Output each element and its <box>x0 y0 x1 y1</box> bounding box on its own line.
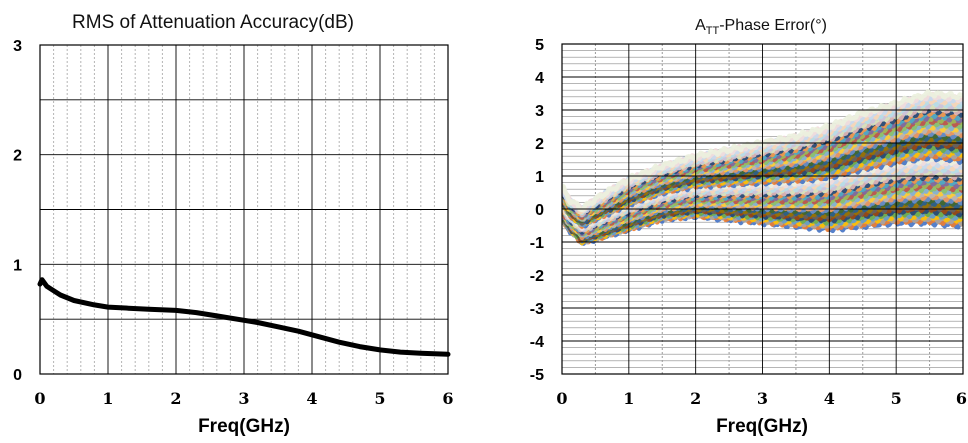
chart1-x-axis-label: Freq(GHz) <box>198 416 290 437</box>
chart2-title: ATT-Phase Error(°) <box>695 17 827 37</box>
chart2-y-tick-label: -3 <box>530 301 544 318</box>
chart2-y-tick-label: 1 <box>535 169 544 186</box>
chart1-y-tick-label: 2 <box>13 148 22 165</box>
chart2-x-tick-label: 0 <box>556 389 567 408</box>
chart1-rms-line <box>37 277 451 357</box>
chart2-title-sub: TT <box>706 25 720 37</box>
chart1-y-tick-label: 0 <box>13 367 22 384</box>
chart2-y-tick-label: -2 <box>530 268 544 285</box>
chart1-x-tick-label: 4 <box>306 389 317 408</box>
chart2-title-main: A <box>695 17 706 34</box>
chart1-y-tick-label: 1 <box>13 257 22 274</box>
chart1-x-tick-label: 5 <box>374 389 385 408</box>
chart2-y-tick-label: 4 <box>535 70 544 87</box>
chart1-x-tick-label: 3 <box>238 389 249 408</box>
chart1-plot-frame <box>39 44 449 375</box>
chart1-title: RMS of Attenuation Accuracy(dB) <box>72 12 354 33</box>
chart2-y-tick-labels: 5 4 3 2 1 0 -1 -2 -3 -4 -5 <box>530 37 544 384</box>
chart2-x-tick-label: 5 <box>891 389 902 408</box>
chart2-x-tick-label: 4 <box>824 389 835 408</box>
attenuation-rms-chart: RMS of Attenuation Accuracy(dB) 0 1 2 3 0 1 2… <box>13 12 453 437</box>
chart2-major-gridlines <box>562 44 963 374</box>
chart2-y-tick-label: -4 <box>530 334 544 351</box>
att-phase-error-chart: ATT-Phase Error(°) 5 4 3 2 1 0 -1 -2 -3 -4 -5 0 1 2 3… <box>530 17 967 437</box>
chart2-y-tick-label: 5 <box>535 37 544 54</box>
chart2-x-tick-label: 3 <box>757 389 768 408</box>
chart2-x-tick-labels: 0 1 2 3 4 5 6 <box>556 389 967 408</box>
chart2-x-tick-label: 1 <box>623 389 634 408</box>
chart1-x-tick-label: 0 <box>34 389 45 408</box>
chart1-major-gridlines <box>40 45 448 374</box>
chart2-y-tick-label: 2 <box>535 136 544 153</box>
chart2-x-tick-label: 6 <box>956 389 967 408</box>
chart2-plot-frame <box>561 43 964 375</box>
chart2-x-tick-label: 2 <box>690 389 701 408</box>
chart2-y-tick-label: 0 <box>535 202 544 219</box>
chart1-x-tick-label: 1 <box>102 389 113 408</box>
chart2-y-tick-label: -5 <box>530 367 544 384</box>
chart2-y-tick-label: 3 <box>535 103 544 120</box>
chart2-x-axis-label: Freq(GHz) <box>716 416 808 437</box>
chart1-y-tick-label: 3 <box>13 38 22 55</box>
chart1-x-tick-label: 2 <box>170 389 181 408</box>
chart1-x-tick-label: 6 <box>442 389 453 408</box>
chart2-title-rest: -Phase Error(°) <box>719 17 827 34</box>
chart1-series-group <box>37 277 451 357</box>
chart2-y-tick-label: -1 <box>530 235 544 252</box>
chart1-x-tick-labels: 0 1 2 3 4 5 6 <box>34 389 453 408</box>
chart1-y-tick-labels: 0 1 2 3 <box>13 38 22 384</box>
